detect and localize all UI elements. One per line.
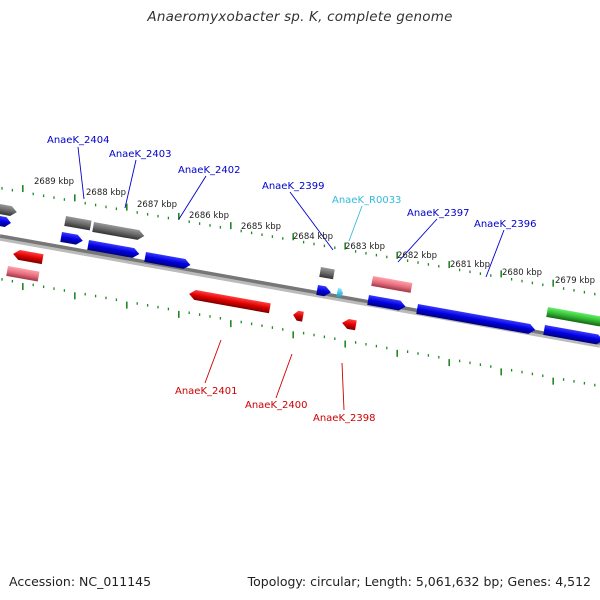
gene-label-anaek-2397[interactable]: AnaeK_2397: [407, 208, 469, 219]
scale-label: 2681 kbp: [450, 260, 490, 270]
feature-blue[interactable]: [367, 295, 406, 312]
leader-anaek-2402: [178, 175, 207, 220]
scale-label: 2686 kbp: [189, 211, 229, 221]
feature-gray[interactable]: [0, 204, 18, 217]
scale-label: 2679 kbp: [555, 276, 595, 286]
feature-blue[interactable]: [543, 325, 600, 345]
scale-label: 2682 kbp: [397, 251, 437, 261]
gene-labels: AnaeK_2404 AnaeK_2403 AnaeK_2402 AnaeK_2…: [47, 135, 536, 424]
feature-red[interactable]: [188, 289, 271, 314]
leader-anaek-2396: [485, 229, 505, 278]
feature-gray[interactable]: [64, 216, 92, 231]
feature-blue[interactable]: [316, 285, 332, 297]
gene-label-anaek-2402[interactable]: AnaeK_2402: [178, 165, 240, 176]
map-title: Anaeromyxobacter sp. K, complete genome: [147, 9, 453, 25]
scale-label: 2684 kbp: [293, 232, 333, 242]
feature-red[interactable]: [12, 249, 44, 265]
gene-label-anaek-2400[interactable]: AnaeK_2400: [245, 400, 307, 411]
genome-summary-text: Topology: circular; Length: 5,061,632 bp…: [247, 574, 591, 589]
feature-red[interactable]: [292, 310, 304, 322]
accession-text: Accession: NC_011145: [9, 574, 152, 589]
feature-gray[interactable]: [92, 222, 145, 241]
gene-label-anaek-r0033[interactable]: AnaeK_R0033: [332, 195, 401, 206]
leader-anaek-2404: [77, 146, 85, 200]
feature-pink[interactable]: [371, 276, 413, 293]
gene-label-anaek-2404[interactable]: AnaeK_2404: [47, 135, 109, 146]
leader-anaek-r0033: [348, 205, 363, 242]
leader-anaek-2400: [275, 353, 293, 399]
label-leaders: [77, 146, 505, 411]
feature-red[interactable]: [341, 318, 357, 331]
feature-pink[interactable]: [6, 266, 40, 282]
scale-label: 2689 kbp: [34, 177, 74, 187]
gene-label-anaek-2403[interactable]: AnaeK_2403: [109, 149, 171, 160]
gene-features: [0, 204, 600, 345]
leader-anaek-2397: [397, 218, 438, 263]
feature-gray[interactable]: [319, 267, 335, 280]
scale-ticks: [1, 185, 596, 387]
feature-blue[interactable]: [0, 216, 12, 228]
feature-blue[interactable]: [60, 232, 83, 246]
scale-label: 2680 kbp: [502, 268, 542, 278]
gene-label-anaek-2401[interactable]: AnaeK_2401: [175, 386, 237, 397]
gene-label-anaek-2399[interactable]: AnaeK_2399: [262, 181, 324, 192]
scale-label: 2683 kbp: [345, 242, 385, 252]
feature-blue[interactable]: [87, 240, 140, 259]
leader-anaek-2398: [341, 362, 345, 411]
gene-label-anaek-2396[interactable]: AnaeK_2396: [474, 219, 536, 230]
feature-cyan[interactable]: [336, 288, 344, 298]
feature-blue[interactable]: [416, 304, 536, 335]
leader-anaek-2401: [204, 339, 222, 384]
scale-label: 2688 kbp: [86, 188, 126, 198]
feature-green[interactable]: [546, 307, 600, 327]
scale-labels: 2689 kbp 2688 kbp 2687 kbp 2686 kbp 2685…: [34, 177, 595, 286]
leader-anaek-2399: [289, 191, 334, 251]
scale-label: 2687 kbp: [137, 200, 177, 210]
gene-label-anaek-2398[interactable]: AnaeK_2398: [313, 413, 375, 424]
scale-label: 2685 kbp: [241, 222, 281, 232]
feature-blue[interactable]: [144, 252, 191, 270]
leader-anaek-2403: [124, 159, 137, 209]
